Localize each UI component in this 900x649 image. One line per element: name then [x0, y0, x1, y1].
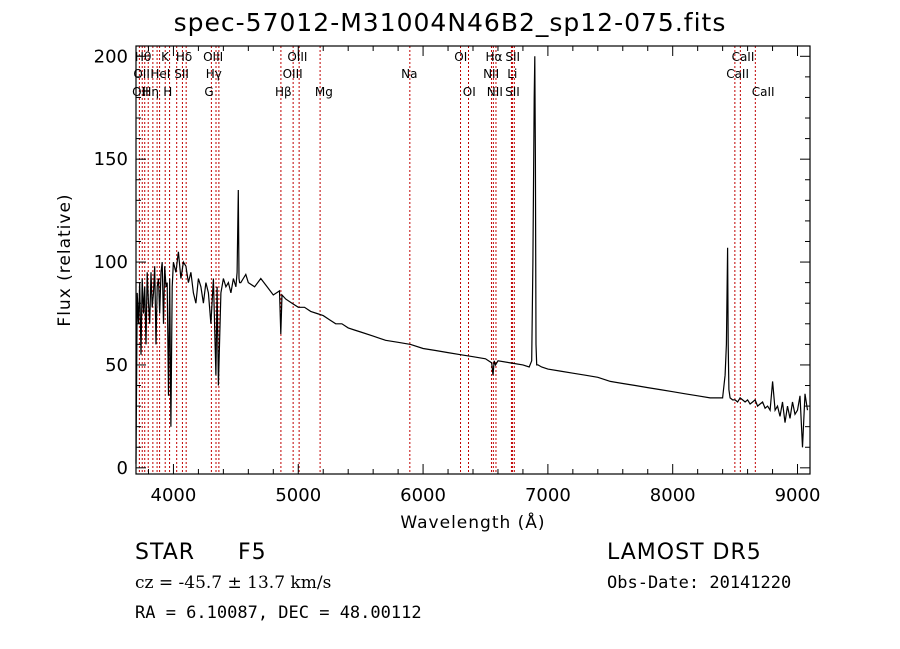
line-label: CaII — [752, 85, 775, 99]
line-label: NII — [487, 85, 503, 99]
line-markers — [138, 46, 756, 474]
line-label: OIII — [287, 50, 307, 64]
line-label: G — [204, 85, 213, 99]
spectrum-line — [135, 56, 809, 464]
y-tick-label: 0 — [117, 458, 128, 479]
line-label: OIII — [203, 50, 223, 64]
x-tick-label: 7000 — [525, 485, 571, 506]
line-label: SII — [174, 67, 189, 81]
y-tick-label: 50 — [105, 355, 128, 376]
line-label: OIII — [283, 67, 303, 81]
line-label: K — [161, 50, 170, 64]
line-label: H — [163, 85, 172, 99]
x-axis: 4000 5000 6000 7000 8000 9000 — [147, 46, 821, 506]
redshift-text: cz = -45.7 ± 13.7 km/s — [135, 573, 332, 593]
line-label: OI — [454, 50, 467, 64]
chart-title: spec-57012-M31004N46B2_sp12-075.fits — [173, 8, 727, 37]
x-tick-label: 9000 — [775, 485, 821, 506]
line-label: Mg — [315, 85, 333, 99]
y-axis-label: Flux (relative) — [55, 193, 75, 326]
line-label: CaII — [732, 50, 755, 64]
line-label: Hδ — [176, 50, 192, 64]
x-tick-label: 4000 — [151, 485, 197, 506]
line-label: OII — [133, 67, 150, 81]
line-label: SII — [505, 50, 520, 64]
line-label: Hβ — [275, 85, 292, 99]
line-label: Hα — [486, 50, 503, 64]
obs-date: Obs-Date: 20141220 — [607, 573, 792, 593]
x-tick-label: 5000 — [275, 485, 321, 506]
line-label: CaII — [726, 67, 749, 81]
subclass-label: F5 — [238, 540, 267, 565]
line-label: Hη — [142, 85, 159, 99]
line-label: Na — [401, 67, 417, 81]
line-label: Hγ — [206, 67, 222, 81]
x-axis-label: Wavelength (Å) — [400, 511, 545, 533]
line-label: SII — [505, 85, 520, 99]
survey-label: LAMOST DR5 — [607, 540, 762, 565]
coordinates: RA = 6.10087, DEC = 48.00112 — [135, 603, 422, 623]
y-tick-label: 200 — [94, 46, 128, 67]
line-label: NII — [483, 67, 499, 81]
y-tick-label: 100 — [94, 252, 128, 273]
line-label: Li — [507, 67, 517, 81]
line-label: Hθ — [135, 50, 151, 64]
x-tick-label: 8000 — [650, 485, 696, 506]
y-axis: 0 50 100 150 200 — [94, 46, 810, 479]
line-label: HeI — [150, 67, 170, 81]
x-tick-label: 6000 — [400, 485, 446, 506]
y-tick-label: 150 — [94, 149, 128, 170]
class-label: STAR — [135, 540, 196, 565]
line-label: OI — [463, 85, 476, 99]
